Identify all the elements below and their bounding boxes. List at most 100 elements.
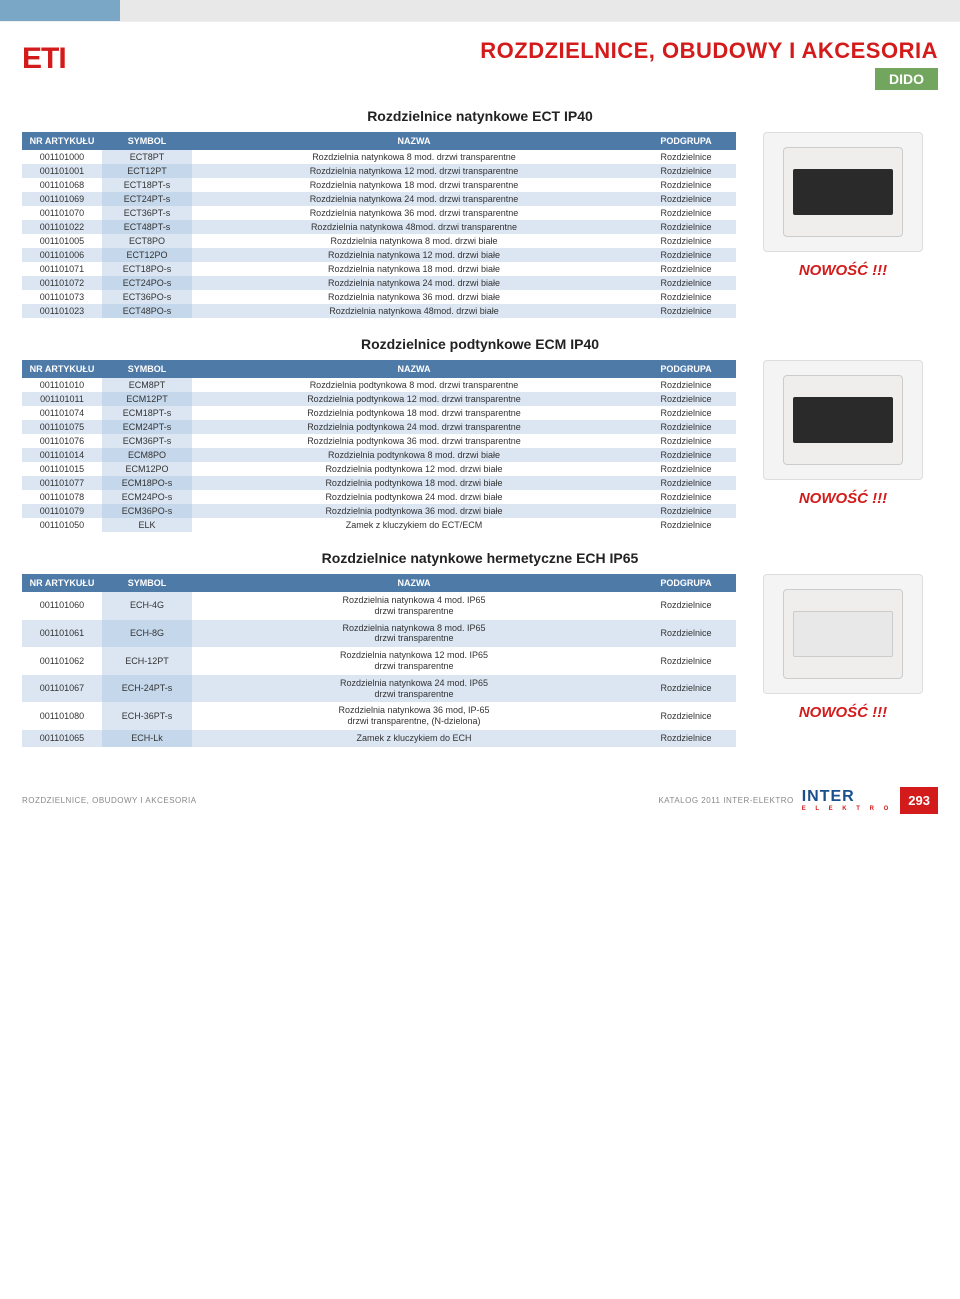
page-header: ETI ROZDZIELNICE, OBUDOWY I AKCESORIA DI… xyxy=(22,38,938,90)
product-table: NR ARTYKUŁUSYMBOLNAZWAPODGRUPA001101000E… xyxy=(22,132,736,318)
cell-symbol: ECM24PT-s xyxy=(102,420,192,434)
cell-name: Rozdzielnia natynkowa 24 mod. IP65drzwi … xyxy=(192,675,636,703)
cell-symbol: ECT12PO xyxy=(102,248,192,262)
cell-article-nr: 001101015 xyxy=(22,462,102,476)
table-row: 001101000ECT8PTRozdzielnia natynkowa 8 m… xyxy=(22,150,736,164)
cell-subgroup: Rozdzielnice xyxy=(636,476,736,490)
product-table: NR ARTYKUŁUSYMBOLNAZWAPODGRUPA001101010E… xyxy=(22,360,736,532)
cell-name: Rozdzielnia podtynkowa 12 mod. drzwi bia… xyxy=(192,462,636,476)
cell-subgroup: Rozdzielnice xyxy=(636,406,736,420)
table-row: 001101067ECH-24PT-sRozdzielnia natynkowa… xyxy=(22,675,736,703)
page-footer: ROZDZIELNICE, OBUDOWY I AKCESORIA KATALO… xyxy=(0,787,960,826)
cell-subgroup: Rozdzielnice xyxy=(636,378,736,392)
table-row: 001101015ECM12PORozdzielnia podtynkowa 1… xyxy=(22,462,736,476)
cell-article-nr: 001101075 xyxy=(22,420,102,434)
table-row: 001101050ELKZamek z kluczykiem do ECT/EC… xyxy=(22,518,736,532)
novelty-badge: NOWOŚĆ !!! xyxy=(799,490,887,507)
table-row: 001101014ECM8PORozdzielnia podtynkowa 8 … xyxy=(22,448,736,462)
product-image xyxy=(763,360,923,480)
cell-article-nr: 001101005 xyxy=(22,234,102,248)
cell-symbol: ECT8PT xyxy=(102,150,192,164)
cell-symbol: ECM12PO xyxy=(102,462,192,476)
table-row: 001101062ECH-12PTRozdzielnia natynkowa 1… xyxy=(22,647,736,675)
cell-name: Rozdzielnia natynkowa 18 mod. drzwi tran… xyxy=(192,178,636,192)
cell-subgroup: Rozdzielnice xyxy=(636,675,736,703)
cell-name: Rozdzielnia podtynkowa 24 mod. drzwi bia… xyxy=(192,490,636,504)
cell-symbol: ECH-24PT-s xyxy=(102,675,192,703)
cell-subgroup: Rozdzielnice xyxy=(636,702,736,730)
cell-article-nr: 001101073 xyxy=(22,290,102,304)
cell-article-nr: 001101076 xyxy=(22,434,102,448)
cell-name: Rozdzielnia natynkowa 8 mod. drzwi białe xyxy=(192,234,636,248)
cell-symbol: ECM18PT-s xyxy=(102,406,192,420)
cell-subgroup: Rozdzielnice xyxy=(636,504,736,518)
cell-name: Rozdzielnia podtynkowa 8 mod. drzwi tran… xyxy=(192,378,636,392)
cell-name: Rozdzielnia podtynkowa 8 mod. drzwi biał… xyxy=(192,448,636,462)
table-row: 001101072ECT24PO-sRozdzielnia natynkowa … xyxy=(22,276,736,290)
cell-name: Rozdzielnia natynkowa 12 mod. drzwi biał… xyxy=(192,248,636,262)
table-row: 001101001ECT12PTRozdzielnia natynkowa 12… xyxy=(22,164,736,178)
page-title: ROZDZIELNICE, OBUDOWY I AKCESORIA xyxy=(86,38,938,64)
table-row: 001101078ECM24PO-sRozdzielnia podtynkowa… xyxy=(22,490,736,504)
table-row: 001101070ECT36PT-sRozdzielnia natynkowa … xyxy=(22,206,736,220)
cell-name: Rozdzielnia natynkowa 12 mod. IP65drzwi … xyxy=(192,647,636,675)
cell-subgroup: Rozdzielnice xyxy=(636,276,736,290)
category-badge: DIDO xyxy=(875,68,938,90)
cell-symbol: ECM36PO-s xyxy=(102,504,192,518)
cell-name: Rozdzielnia podtynkowa 24 mod. drzwi tra… xyxy=(192,420,636,434)
table-header: SYMBOL xyxy=(102,574,192,592)
table-row: 001101075ECM24PT-sRozdzielnia podtynkowa… xyxy=(22,420,736,434)
table-row: 001101080ECH-36PT-sRozdzielnia natynkowa… xyxy=(22,702,736,730)
cell-subgroup: Rozdzielnice xyxy=(636,192,736,206)
cell-symbol: ECM8PT xyxy=(102,378,192,392)
table-row: 001101022ECT48PT-sRozdzielnia natynkowa … xyxy=(22,220,736,234)
table-row: 001101068ECT18PT-sRozdzielnia natynkowa … xyxy=(22,178,736,192)
footer-catalog: KATALOG 2011 INTER-ELEKTRO xyxy=(658,796,793,805)
cell-name: Zamek z kluczykiem do ECH xyxy=(192,730,636,747)
cell-subgroup: Rozdzielnice xyxy=(636,647,736,675)
cell-name: Rozdzielnia natynkowa 24 mod. drzwi biał… xyxy=(192,276,636,290)
cell-article-nr: 001101010 xyxy=(22,378,102,392)
table-row: 001101074ECM18PT-sRozdzielnia podtynkowa… xyxy=(22,406,736,420)
cell-subgroup: Rozdzielnice xyxy=(636,248,736,262)
table-row: 001101061ECH-8GRozdzielnia natynkowa 8 m… xyxy=(22,620,736,648)
table-header: NAZWA xyxy=(192,574,636,592)
catalog-section: Rozdzielnice natynkowe hermetyczne ECH I… xyxy=(22,550,938,747)
cell-name: Rozdzielnia natynkowa 12 mod. drzwi tran… xyxy=(192,164,636,178)
table-header: NR ARTYKUŁU xyxy=(22,574,102,592)
cell-symbol: ECT48PT-s xyxy=(102,220,192,234)
cell-name: Rozdzielnia natynkowa 36 mod. drzwi biał… xyxy=(192,290,636,304)
top-decoration xyxy=(0,0,960,22)
cell-name: Rozdzielnia podtynkowa 12 mod. drzwi tra… xyxy=(192,392,636,406)
section-aside: NOWOŚĆ !!! xyxy=(748,574,938,721)
catalog-section: Rozdzielnice podtynkowe ECM IP40NR ARTYK… xyxy=(22,336,938,532)
cell-subgroup: Rozdzielnice xyxy=(636,620,736,648)
table-row: 001101060ECH-4GRozdzielnia natynkowa 4 m… xyxy=(22,592,736,620)
cell-symbol: ECM18PO-s xyxy=(102,476,192,490)
table-header: NAZWA xyxy=(192,132,636,150)
cell-symbol: ECM12PT xyxy=(102,392,192,406)
cell-symbol: ECT48PO-s xyxy=(102,304,192,318)
table-header: SYMBOL xyxy=(102,132,192,150)
cell-subgroup: Rozdzielnice xyxy=(636,392,736,406)
table-row: 001101077ECM18PO-sRozdzielnia podtynkowa… xyxy=(22,476,736,490)
table-header: PODGRUPA xyxy=(636,574,736,592)
cell-subgroup: Rozdzielnice xyxy=(636,234,736,248)
cell-name: Rozdzielnia podtynkowa 36 mod. drzwi tra… xyxy=(192,434,636,448)
table-row: 001101073ECT36PO-sRozdzielnia natynkowa … xyxy=(22,290,736,304)
cell-article-nr: 001101006 xyxy=(22,248,102,262)
cell-name: Rozdzielnia podtynkowa 18 mod. drzwi bia… xyxy=(192,476,636,490)
cell-name: Rozdzielnia natynkowa 48mod. drzwi białe xyxy=(192,304,636,318)
cell-symbol: ECM24PO-s xyxy=(102,490,192,504)
cell-subgroup: Rozdzielnice xyxy=(636,462,736,476)
table-header: PODGRUPA xyxy=(636,360,736,378)
cell-name: Rozdzielnia natynkowa 4 mod. IP65drzwi t… xyxy=(192,592,636,620)
cell-article-nr: 001101014 xyxy=(22,448,102,462)
product-image xyxy=(763,574,923,694)
cell-symbol: ECT18PO-s xyxy=(102,262,192,276)
cell-symbol: ECH-Lk xyxy=(102,730,192,747)
cell-subgroup: Rozdzielnice xyxy=(636,220,736,234)
cell-name: Rozdzielnia natynkowa 36 mod, IP-65drzwi… xyxy=(192,702,636,730)
cell-article-nr: 001101061 xyxy=(22,620,102,648)
section-aside: NOWOŚĆ !!! xyxy=(748,360,938,507)
